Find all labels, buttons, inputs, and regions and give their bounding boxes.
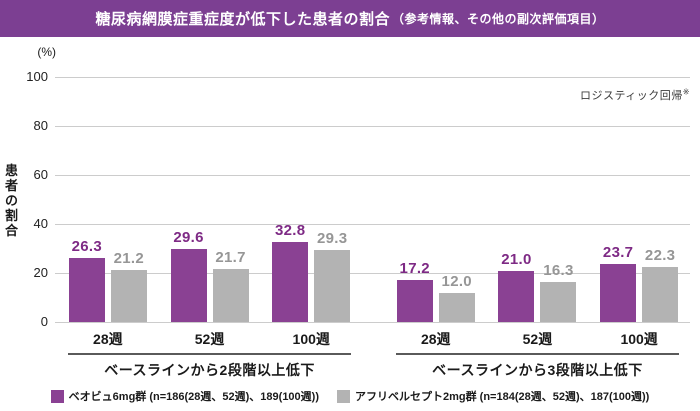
group-label-1: ベースラインから2段階以上低下 bbox=[104, 362, 315, 378]
y-tick-20: 20 bbox=[33, 265, 48, 280]
x-category-label-28週: 28週 bbox=[93, 331, 123, 347]
bar-series2-100週-g2: 22.3 bbox=[642, 247, 679, 322]
bar-value-label: 16.3 bbox=[543, 262, 574, 280]
analysis-method-note-text: ロジスティック回帰 bbox=[579, 90, 683, 102]
legend-item-1: ベオビュ6mg群 (n=186(28週、52週)、189(100週)) bbox=[50, 388, 319, 404]
group-underline bbox=[67, 353, 352, 355]
bar-pair-100週: 32.8 29.3 100週 bbox=[272, 222, 351, 347]
bar-value-label: 17.2 bbox=[399, 259, 430, 277]
y-tick-40: 40 bbox=[33, 216, 48, 231]
analysis-method-note: ロジスティック回帰※ bbox=[580, 87, 690, 103]
x-category-label-28週: 28週 bbox=[420, 331, 451, 347]
bar-value-label: 26.3 bbox=[71, 237, 103, 255]
chart-title-subnote: （参考情報、その他の副次評価項目） bbox=[392, 12, 605, 26]
bar-pairs: 26.3 21.2 28週 29.6 21.7 52週 32.8 29.3 100週 bbox=[57, 77, 362, 347]
bar-pair-28週: 17.2 12.0 28週 bbox=[396, 260, 475, 347]
bar-series1-100週-g2: 23.7 bbox=[600, 244, 637, 322]
gridline-0 bbox=[55, 321, 690, 323]
chart-title-bar: 糖尿病網膜症重症度が低下した患者の割合 （参考情報、その他の副次評価項目） bbox=[0, 0, 700, 37]
bar-pair-52週: 29.6 21.7 52週 bbox=[170, 229, 249, 347]
bar-value-label: 21.2 bbox=[113, 250, 145, 268]
legend-label: アフリベルセプト2mg群 (n=184(28週、52週)、187(100週)) bbox=[355, 391, 650, 403]
bar-pair-28週: 26.3 21.2 28週 bbox=[68, 238, 147, 347]
gridline-60 bbox=[55, 174, 690, 176]
bar-value-label: 32.8 bbox=[275, 221, 306, 239]
y-tick-0: 0 bbox=[40, 314, 48, 329]
bar-series2-100週-g1: 29.3 bbox=[314, 230, 351, 322]
x-category-label-100週: 100週 bbox=[620, 331, 658, 347]
bar-series1-28週-g2: 17.2 bbox=[396, 260, 433, 322]
bar-series2-28週-g2: 12.0 bbox=[438, 273, 475, 322]
bar-group-1: 26.3 21.2 28週 29.6 21.7 52週 32.8 29.3 100週ベースライン… bbox=[57, 77, 362, 380]
bar-value-label: 12.0 bbox=[441, 272, 472, 290]
bar-group-2: 17.2 12.0 28週 21.0 16.3 52週 23.7 22.3 100週ベースライン… bbox=[385, 77, 690, 380]
bar-value-label: 21.0 bbox=[501, 250, 532, 268]
bar-value-label: 22.3 bbox=[644, 247, 676, 265]
x-category-label-52週: 52週 bbox=[194, 331, 225, 347]
legend-item-2: アフリベルセプト2mg群 (n=184(28週、52週)、187(100週)) bbox=[337, 388, 649, 404]
x-category-label-52週: 52週 bbox=[522, 331, 553, 347]
gridline-80 bbox=[55, 125, 690, 127]
y-axis-unit-label: (%) bbox=[37, 45, 56, 59]
y-tick-80: 80 bbox=[33, 118, 48, 133]
bar-series1-100週-g1: 32.8 bbox=[272, 222, 309, 322]
bar-series1-28週-g1: 26.3 bbox=[68, 238, 105, 322]
bar-series1-52週-g1: 29.6 bbox=[170, 229, 207, 322]
x-category-label-100週: 100週 bbox=[292, 331, 330, 347]
bar-series2-28週-g1: 21.2 bbox=[110, 250, 147, 322]
bar-series1-52週-g2: 21.0 bbox=[498, 251, 535, 322]
legend-swatch-icon bbox=[50, 389, 64, 403]
footnote-mark: ※ bbox=[682, 87, 690, 97]
gridline-20 bbox=[55, 272, 690, 274]
legend-label: ベオビュ6mg群 (n=186(28週、52週)、189(100週)) bbox=[68, 391, 319, 403]
group-underline bbox=[395, 353, 680, 355]
bar-series2-52週-g2: 16.3 bbox=[540, 262, 577, 322]
grouped-bar-chart: (%) 患者の割合 ロジスティック回帰※ 100 80 60 40 20 0 26.3 21… bbox=[0, 37, 700, 411]
gridline-100 bbox=[55, 76, 690, 78]
legend-swatch-icon bbox=[337, 389, 350, 403]
y-axis-title: 患者の割合 bbox=[4, 163, 18, 238]
chart-title: 糖尿病網膜症重症度が低下した患者の割合 bbox=[95, 11, 390, 28]
gridline-40 bbox=[55, 223, 690, 225]
bar-pair-52週: 21.0 16.3 52週 bbox=[498, 251, 577, 347]
y-tick-60: 60 bbox=[33, 167, 48, 182]
bar-value-label: 21.7 bbox=[215, 248, 246, 266]
chart-legend: ベオビュ6mg群 (n=186(28週、52週)、189(100週)) アフリベル… bbox=[0, 388, 700, 404]
bar-pair-100週: 23.7 22.3 100週 bbox=[600, 244, 679, 347]
bar-value-label: 29.3 bbox=[317, 230, 348, 248]
group-label-2: ベースラインから3段階以上低下 bbox=[432, 362, 643, 378]
bar-series2-52週-g1: 21.7 bbox=[212, 249, 249, 322]
bar-value-label: 29.6 bbox=[173, 229, 204, 247]
bar-groups: 26.3 21.2 28週 29.6 21.7 52週 32.8 29.3 100週ベースライン… bbox=[57, 77, 690, 380]
bar-pairs: 17.2 12.0 28週 21.0 16.3 52週 23.7 22.3 100週 bbox=[385, 77, 690, 347]
y-tick-100: 100 bbox=[26, 69, 48, 84]
bar-value-label: 23.7 bbox=[602, 243, 634, 261]
